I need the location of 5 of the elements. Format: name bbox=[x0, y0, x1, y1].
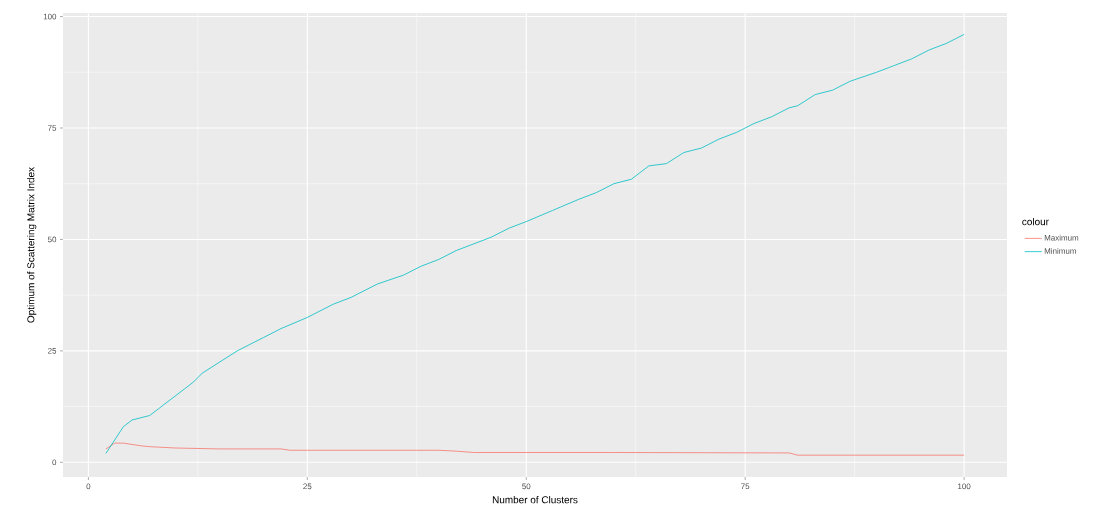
legend-title: colour bbox=[1022, 217, 1049, 226]
line-series bbox=[105, 442, 965, 456]
line-series bbox=[105, 33, 965, 454]
y-axis-title: Optimum of Scattering Matrix Index bbox=[27, 167, 37, 323]
x-axis-title: Number of Clusters bbox=[492, 496, 578, 504]
